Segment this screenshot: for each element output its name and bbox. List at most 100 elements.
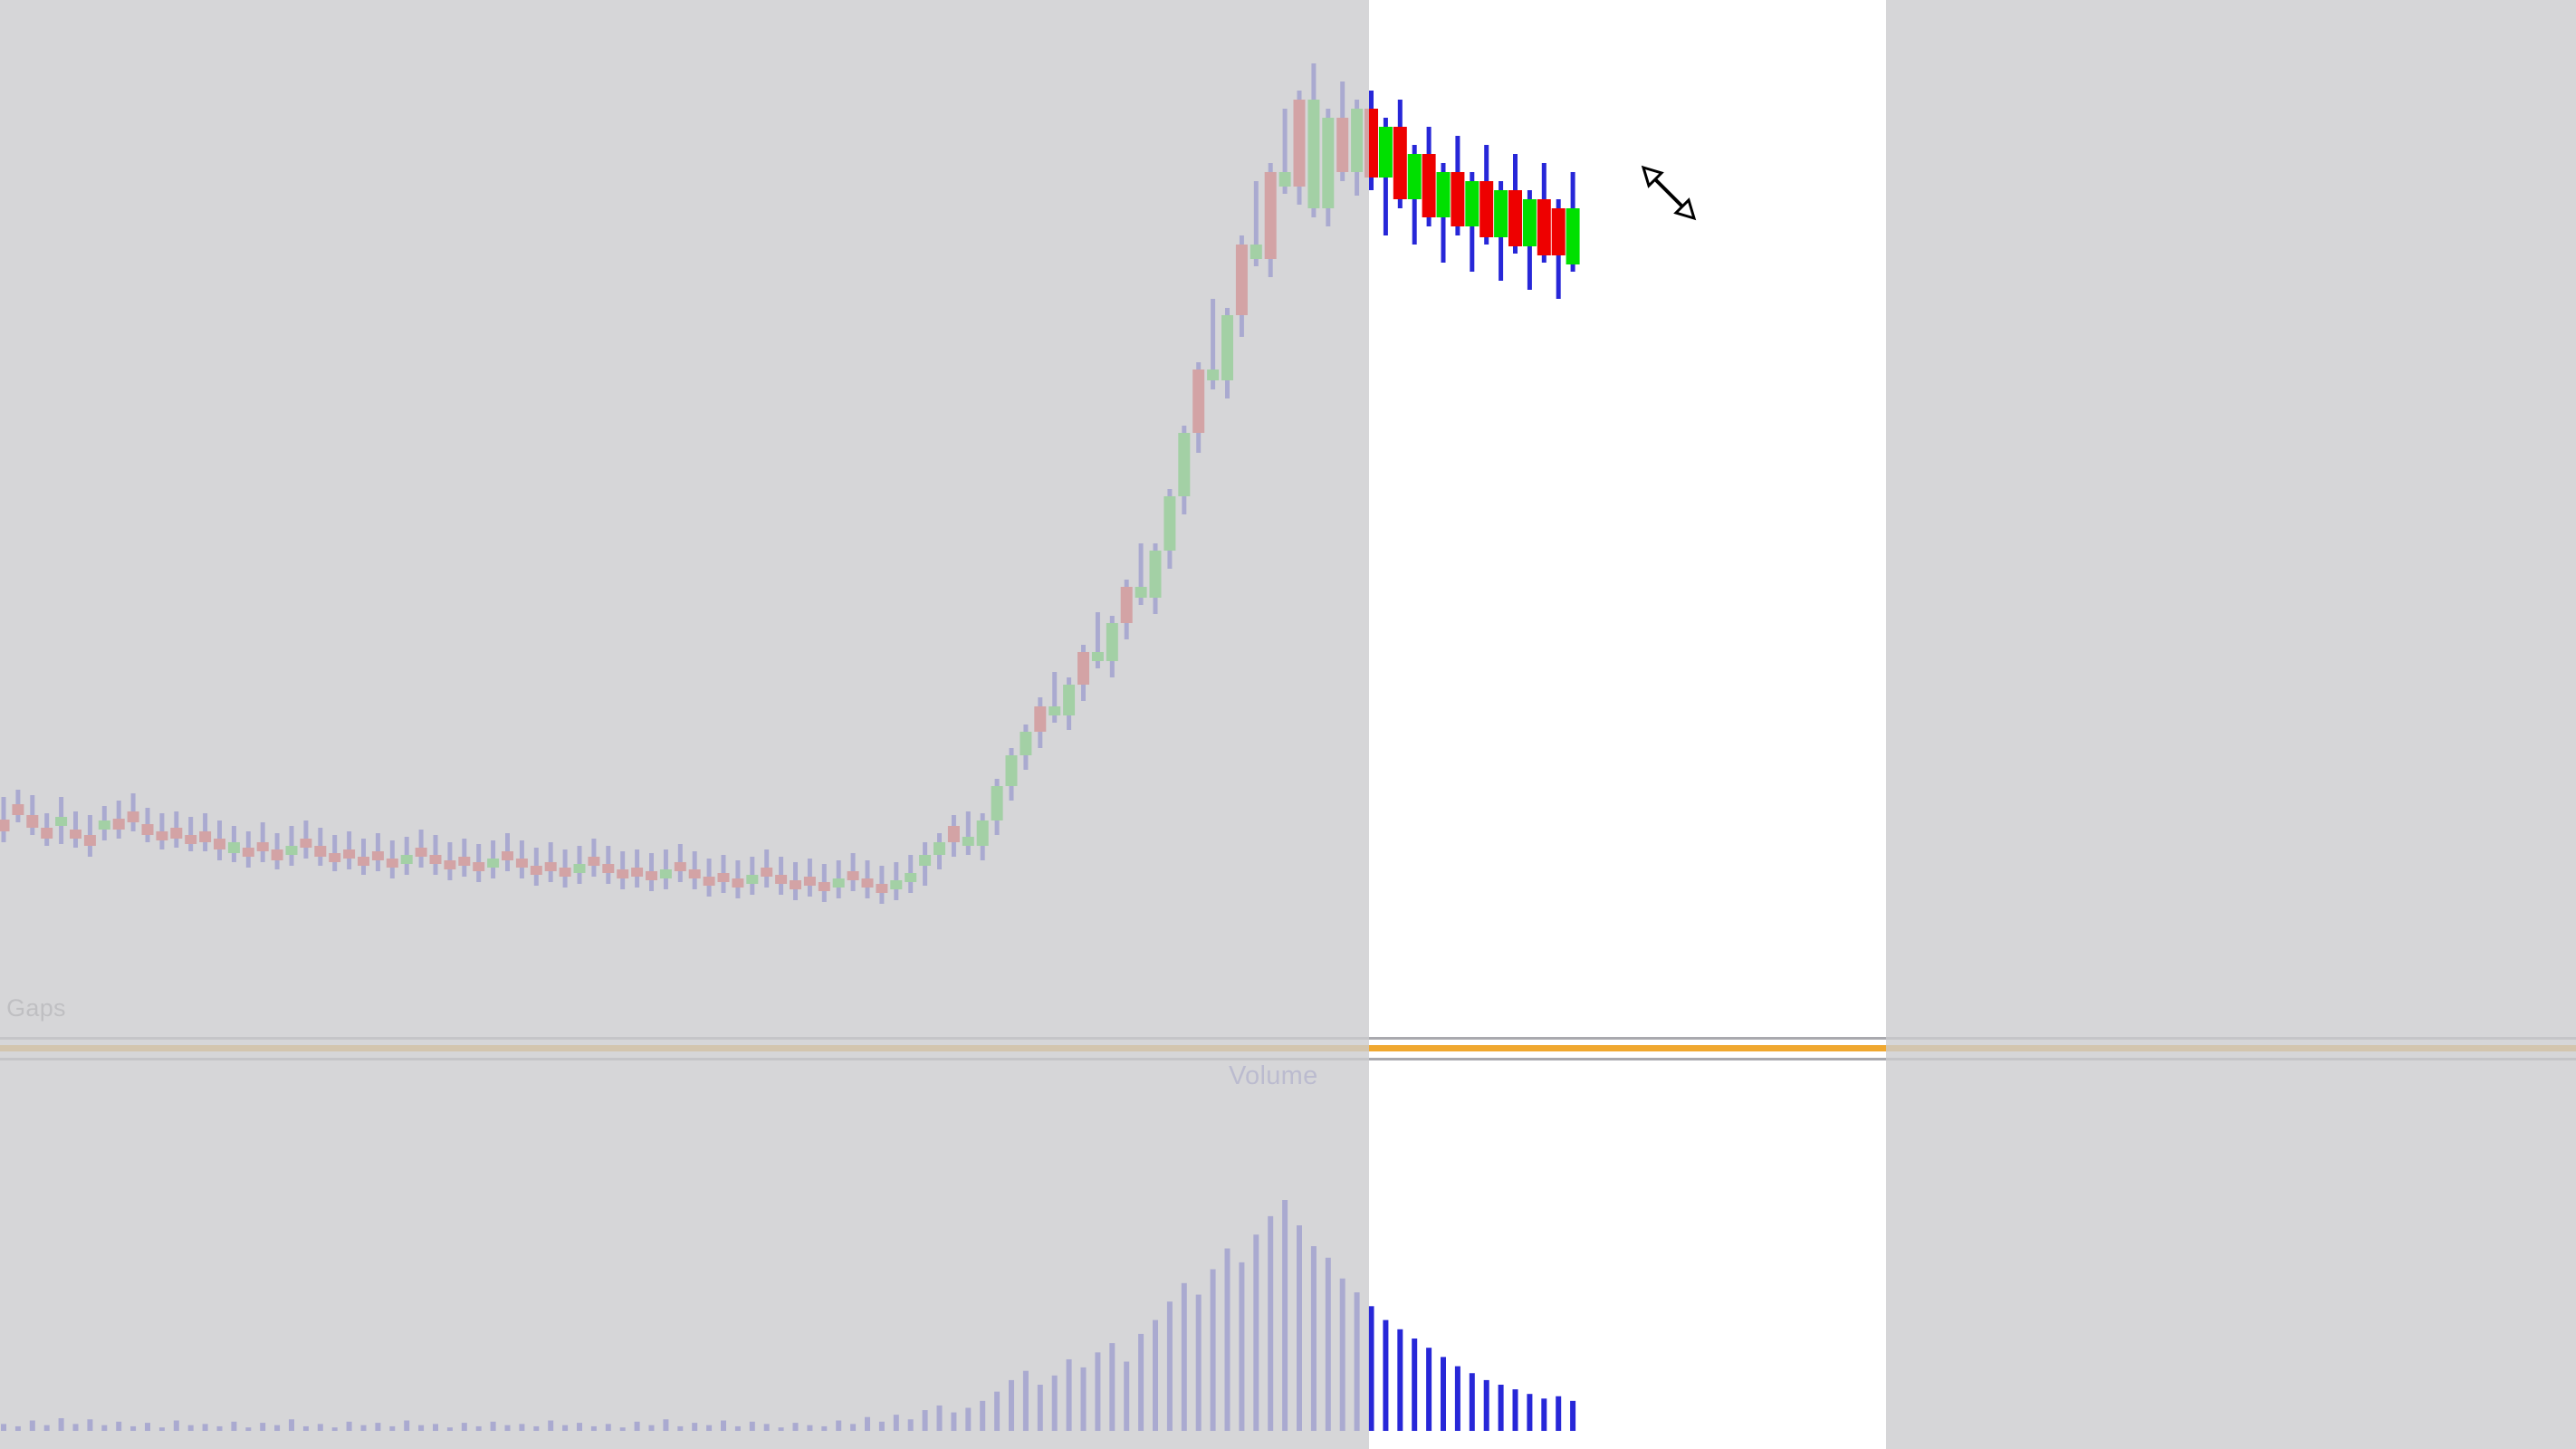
candlestick[interactable]: [1091, 612, 1104, 668]
candlestick[interactable]: [515, 840, 528, 878]
volume-bar[interactable]: [43, 1425, 50, 1431]
volume-bar[interactable]: [216, 1425, 223, 1431]
volume-bar[interactable]: [158, 1427, 165, 1431]
candlestick[interactable]: [617, 851, 629, 889]
volume-bar[interactable]: [706, 1425, 713, 1431]
volume-bar[interactable]: [317, 1424, 323, 1431]
volume-bar[interactable]: [187, 1425, 194, 1431]
volume-bar[interactable]: [1181, 1282, 1187, 1431]
volume-bar[interactable]: [792, 1423, 799, 1431]
candlestick[interactable]: [1207, 299, 1220, 389]
volume-bar[interactable]: [461, 1423, 467, 1431]
volume-bar[interactable]: [173, 1420, 179, 1431]
candlestick[interactable]: [934, 833, 945, 869]
volume-bar[interactable]: [1153, 1319, 1158, 1431]
volume-bar[interactable]: [302, 1425, 309, 1431]
candlestick[interactable]: [256, 822, 269, 862]
volume-bar[interactable]: [1412, 1339, 1418, 1431]
candlestick[interactable]: [141, 808, 154, 842]
volume-bar[interactable]: [1556, 1396, 1562, 1431]
volume-bar[interactable]: [1426, 1348, 1432, 1431]
candlestick[interactable]: [1077, 645, 1089, 701]
candlestick[interactable]: [1278, 109, 1291, 194]
candlestick[interactable]: [1436, 163, 1451, 263]
volume-bar[interactable]: [1268, 1215, 1274, 1431]
candlestick[interactable]: [1422, 127, 1436, 226]
volume-bar[interactable]: [677, 1425, 684, 1431]
candlestick[interactable]: [1250, 181, 1262, 266]
candlestick[interactable]: [876, 866, 888, 904]
candlestick[interactable]: [1465, 172, 1480, 272]
volume-bar[interactable]: [1469, 1373, 1475, 1431]
volume-bar[interactable]: [404, 1420, 410, 1431]
volume-bar[interactable]: [533, 1425, 540, 1431]
candlestick[interactable]: [1034, 697, 1047, 748]
volume-bar[interactable]: [1498, 1385, 1504, 1431]
candlestick[interactable]: [947, 815, 960, 857]
volume-bar[interactable]: [231, 1421, 237, 1431]
volume-panel[interactable]: [0, 1073, 2576, 1449]
candlestick[interactable]: [0, 797, 10, 842]
volume-bar[interactable]: [1441, 1357, 1446, 1431]
candlestick[interactable]: [83, 815, 96, 857]
volume-bar[interactable]: [1339, 1278, 1345, 1431]
volume-bar[interactable]: [130, 1425, 137, 1431]
volume-bar[interactable]: [648, 1425, 655, 1431]
volume-bar[interactable]: [548, 1420, 554, 1431]
volume-bar[interactable]: [1282, 1200, 1288, 1431]
volume-bar[interactable]: [446, 1427, 453, 1431]
volume-bar[interactable]: [72, 1424, 79, 1431]
candlestick[interactable]: [1378, 118, 1393, 235]
volume-bar[interactable]: [836, 1420, 842, 1431]
volume-bar[interactable]: [893, 1415, 899, 1431]
volume-bar[interactable]: [14, 1425, 21, 1431]
volume-bar[interactable]: [1368, 1306, 1374, 1431]
volume-bar[interactable]: [807, 1425, 813, 1431]
volume-bar[interactable]: [692, 1423, 698, 1431]
candlestick[interactable]: [1235, 235, 1248, 337]
candlestick[interactable]: [1135, 543, 1147, 605]
candlestick[interactable]: [1293, 91, 1306, 205]
candlestick[interactable]: [559, 849, 571, 888]
volume-bar[interactable]: [29, 1420, 35, 1431]
candlestick[interactable]: [343, 831, 356, 869]
volume-bar[interactable]: [145, 1423, 150, 1431]
candlestick[interactable]: [861, 860, 874, 898]
candlestick[interactable]: [1322, 109, 1335, 226]
volume-bar[interactable]: [734, 1425, 741, 1431]
candlestick[interactable]: [602, 846, 615, 884]
volume-bar[interactable]: [763, 1424, 770, 1431]
candlestick[interactable]: [530, 848, 542, 886]
candlestick[interactable]: [156, 813, 168, 849]
volume-bar[interactable]: [475, 1425, 482, 1431]
candlestick[interactable]: [329, 835, 341, 871]
candlestick[interactable]: [214, 820, 225, 860]
volume-bar[interactable]: [245, 1427, 252, 1431]
price-panel[interactable]: [0, 0, 2576, 1032]
candlestick[interactable]: [458, 839, 471, 877]
volume-bar[interactable]: [1512, 1389, 1518, 1431]
volume-bar[interactable]: [389, 1425, 396, 1431]
candlestick[interactable]: [732, 860, 744, 898]
volume-bar[interactable]: [878, 1421, 885, 1431]
candlestick[interactable]: [1264, 163, 1277, 277]
volume-bar[interactable]: [1383, 1319, 1389, 1431]
volume-bar[interactable]: [519, 1424, 525, 1431]
candlestick[interactable]: [300, 820, 312, 859]
candlestick[interactable]: [1351, 100, 1364, 196]
candlestick[interactable]: [199, 813, 212, 851]
candlestick[interactable]: [790, 862, 801, 900]
candlestick[interactable]: [1508, 154, 1522, 254]
candlestick[interactable]: [1407, 145, 1422, 245]
candlestick[interactable]: [1393, 100, 1407, 208]
volume-bar[interactable]: [1095, 1352, 1101, 1431]
candlestick[interactable]: [271, 833, 283, 869]
volume-bar[interactable]: [87, 1419, 93, 1431]
volume-bar[interactable]: [1354, 1292, 1360, 1431]
volume-bar[interactable]: [1253, 1234, 1259, 1431]
candlestick[interactable]: [761, 849, 773, 888]
volume-bar[interactable]: [721, 1420, 726, 1431]
volume-bar[interactable]: [418, 1425, 425, 1431]
candlestick[interactable]: [991, 779, 1003, 835]
volume-bar[interactable]: [619, 1427, 626, 1431]
